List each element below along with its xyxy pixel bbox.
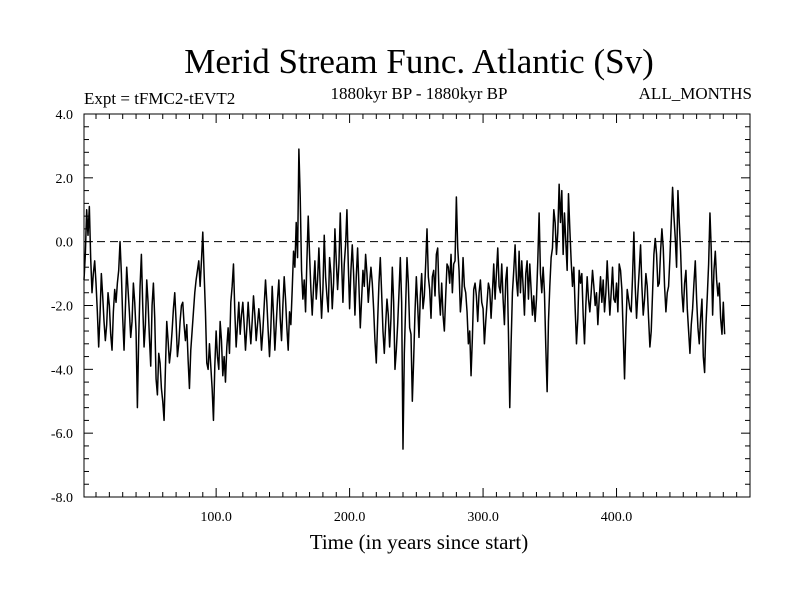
period-label: ALL_MONTHS: [639, 84, 752, 103]
y-axis-ticks: [84, 126, 750, 485]
y-tick-label: -2.0: [51, 300, 73, 315]
y-tick-label: 2.0: [56, 172, 74, 187]
chart-subtitle: 1880kyr BP - 1880kyr BP: [331, 84, 508, 103]
x-axis-label: Time (in years since start): [310, 530, 529, 554]
y-axis-tick-labels: 4.0 2.0 0.0 -2.0 -4.0 -6.0 -8.0: [51, 108, 73, 506]
x-tick-label: 400.0: [601, 510, 633, 525]
chart-title: Merid Stream Func. Atlantic (Sv): [184, 42, 654, 81]
x-axis-tick-labels: 100.0 200.0 300.0 400.0: [200, 510, 632, 525]
x-tick-label: 300.0: [467, 510, 499, 525]
x-tick-label: 200.0: [334, 510, 366, 525]
experiment-label: Expt = tFMC2-tEVT2: [84, 89, 235, 108]
y-tick-label: -8.0: [51, 491, 73, 506]
x-tick-label: 100.0: [200, 510, 232, 525]
y-tick-label: 0.0: [56, 236, 74, 251]
y-tick-label: -6.0: [51, 427, 73, 442]
y-tick-label: -4.0: [51, 363, 73, 378]
series-line: [83, 148, 726, 450]
y-tick-label: 4.0: [56, 108, 74, 123]
x-axis-ticks: [95, 114, 738, 497]
